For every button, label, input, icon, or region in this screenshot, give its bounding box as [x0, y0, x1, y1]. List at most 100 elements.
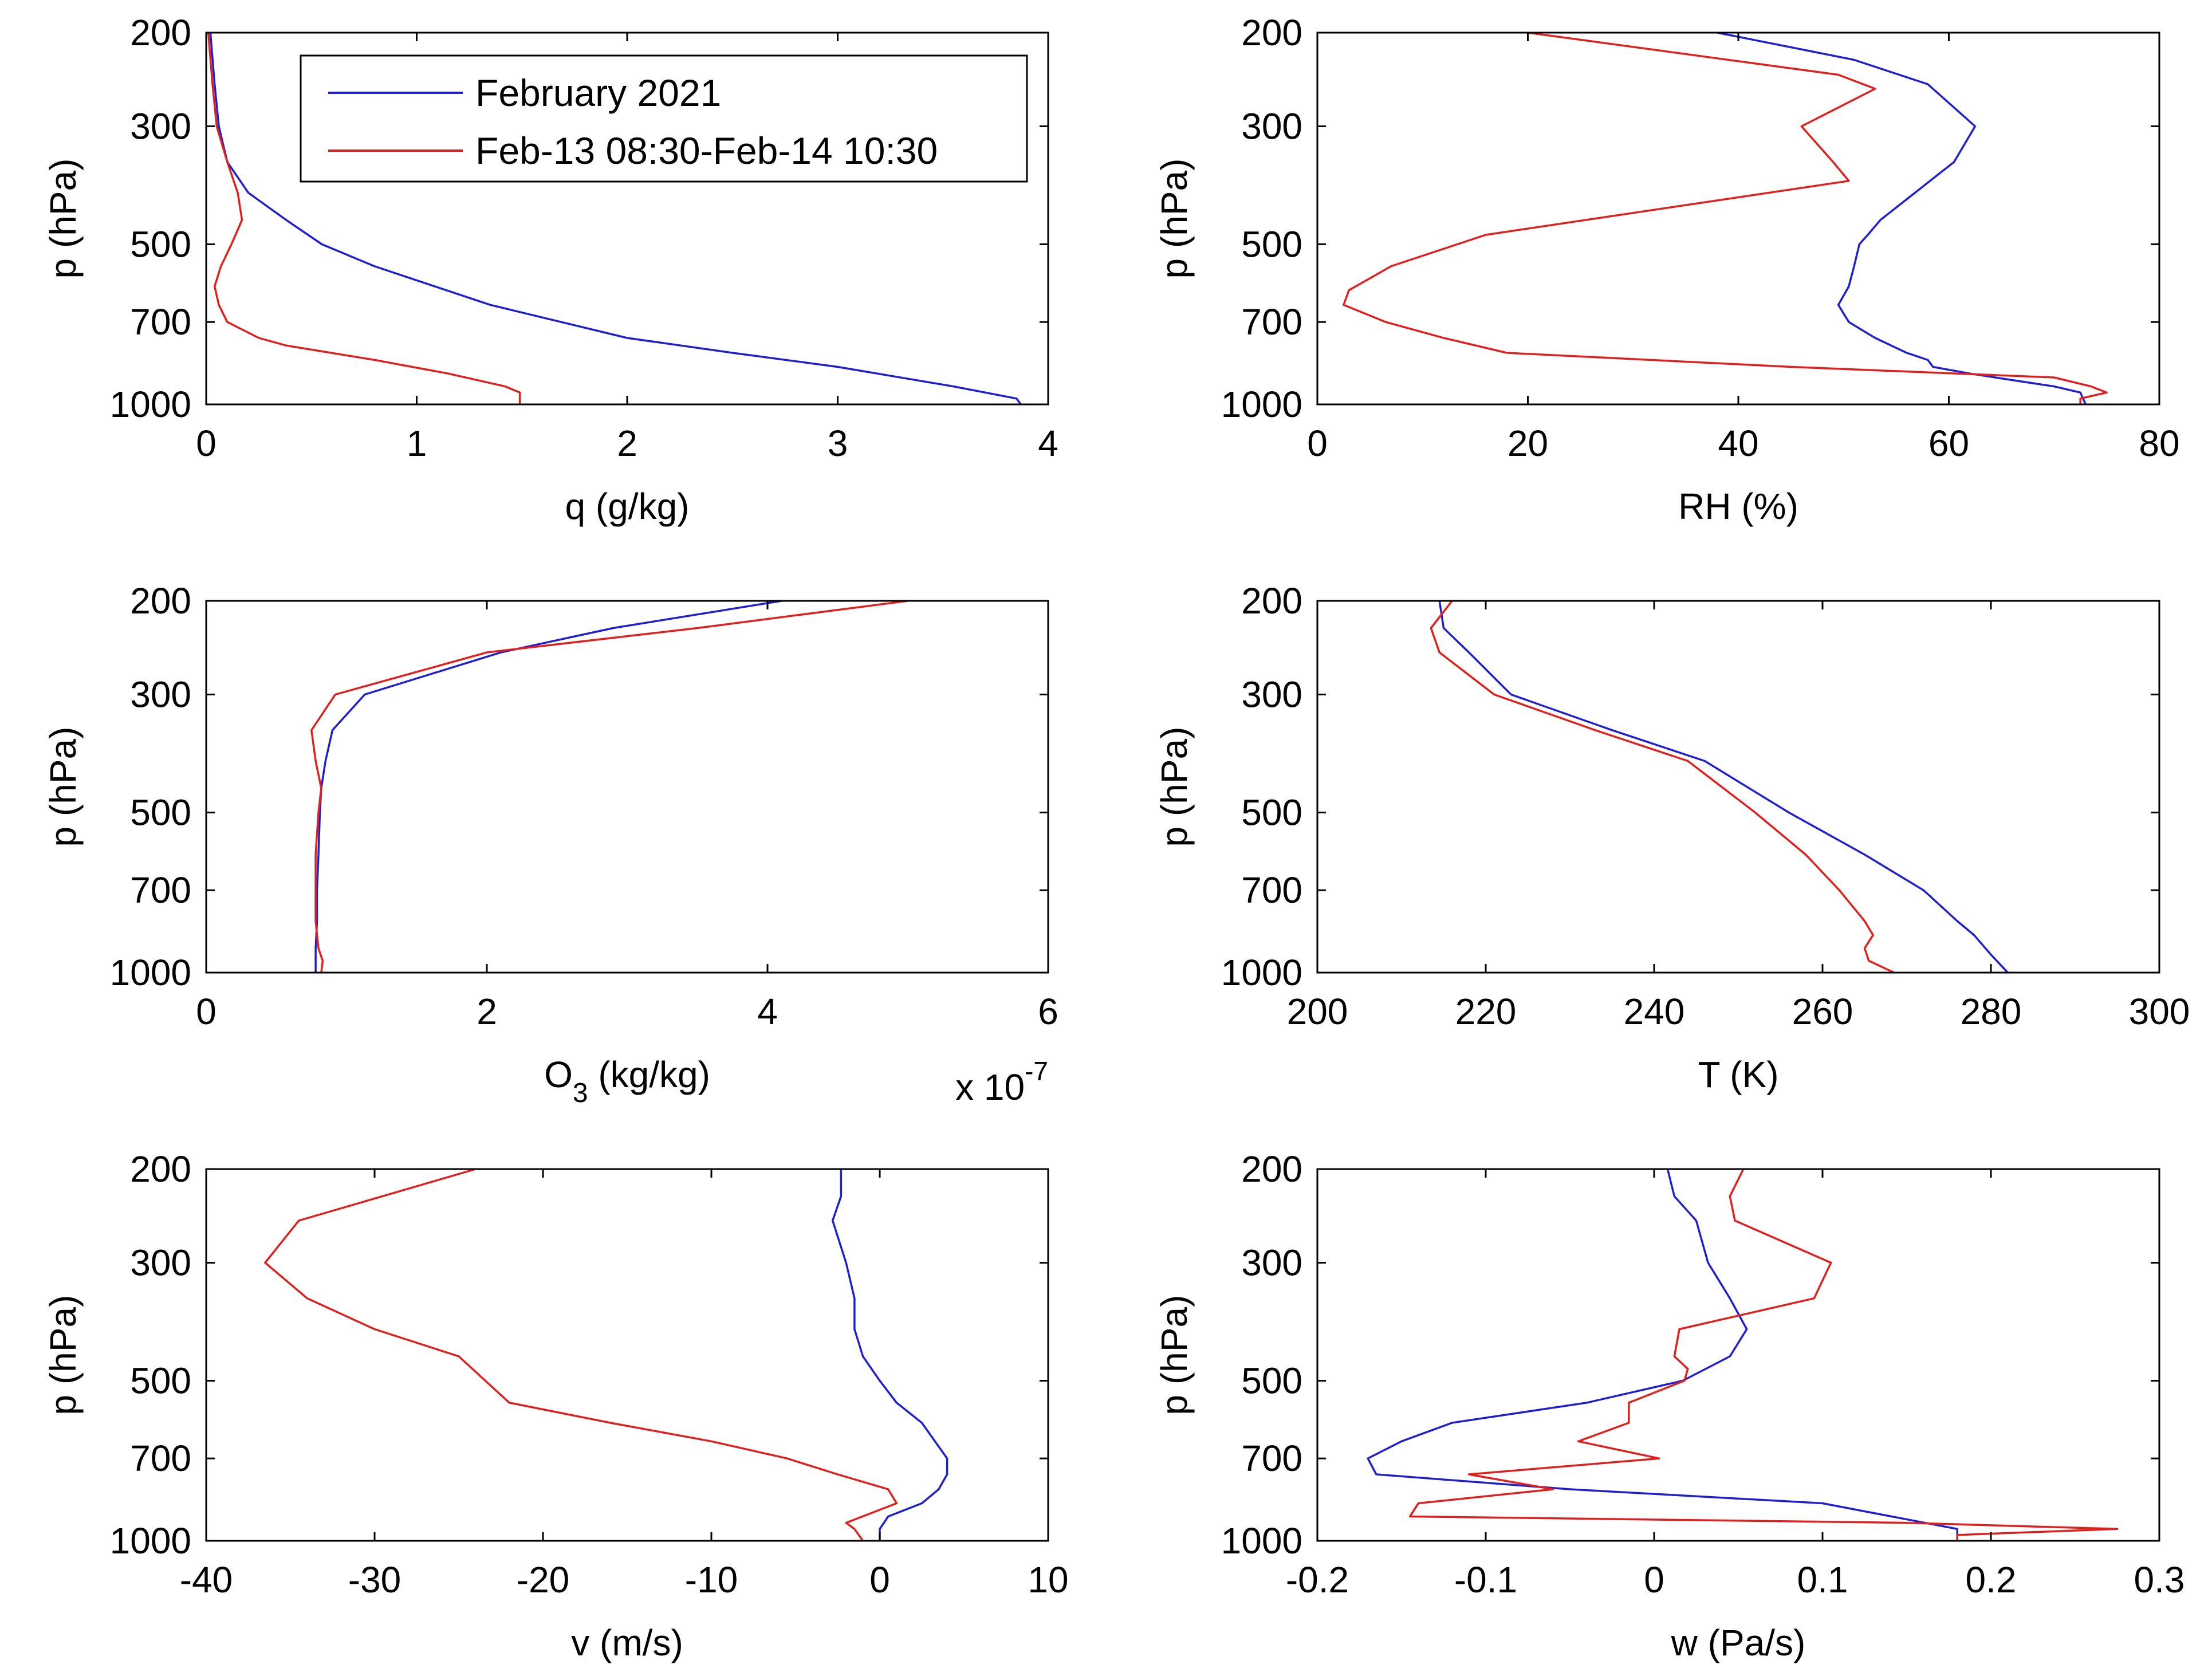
y-tick-label: 1000	[110, 384, 191, 425]
x-tick-label: 6	[1038, 991, 1058, 1032]
legend: February 2021 Feb-13 08:30-Feb-14 10:30	[300, 54, 1028, 183]
y-tick-label: 200	[1241, 12, 1302, 53]
y-axis-label: p (hPa)	[42, 1295, 84, 1415]
series-line-v-event	[264, 1168, 898, 1542]
y-tick-label: 300	[1241, 674, 1302, 715]
y-tick-label: 200	[1241, 580, 1302, 621]
y-axis-label: p (hPa)	[42, 727, 84, 847]
y-tick-label: 1000	[110, 952, 191, 993]
x-axis-label: v (m/s)	[571, 1622, 683, 1663]
y-tick-label: 700	[130, 301, 191, 343]
y-tick-label: 300	[1241, 1242, 1302, 1284]
x-tick-label: 200	[1287, 991, 1348, 1032]
x-tick-label: 40	[1718, 423, 1758, 464]
axes-frame-t	[1316, 600, 2160, 974]
series-line-t-feb2021	[1438, 600, 2009, 974]
x-tick-label: 280	[1961, 991, 2022, 1032]
x-tick-label: 300	[2129, 991, 2190, 1032]
y-axis-label: p (hPa)	[42, 159, 84, 279]
series-line-t-event	[1430, 600, 1895, 974]
legend-box	[300, 54, 1028, 183]
x-tick-label: 0	[196, 423, 217, 464]
y-tick-label: 300	[130, 106, 191, 147]
x-tick-label: -30	[348, 1559, 402, 1600]
x-tick-label: -10	[685, 1559, 738, 1600]
x-tick-label: 220	[1455, 991, 1517, 1032]
x-tick-label: -20	[517, 1559, 570, 1600]
y-tick-label: 500	[130, 1360, 191, 1401]
x-tick-label: 2	[617, 423, 637, 464]
x-tick-label: 1	[407, 423, 427, 464]
x-axis-label: w (Pa/s)	[1671, 1622, 1806, 1663]
x-tick-label: 240	[1624, 991, 1685, 1032]
y-tick-label: 700	[130, 869, 191, 911]
x-tick-label: -0.1	[1454, 1559, 1517, 1600]
series-line-q-feb2021	[209, 32, 1022, 406]
legend-label-feb2021: February 2021	[475, 72, 721, 114]
y-axis-label: p (hPa)	[1154, 159, 1195, 279]
x-axis-exponent: x 10-7	[955, 1056, 1048, 1108]
panel-q: 0 1 2 3 4 200 300 500 700 1000 p (hPa) q (g/kg)	[42, 12, 1058, 527]
legend-label-event: Feb-13 08:30-Feb-14 10:30	[475, 129, 938, 172]
series-line-v-feb2021	[831, 1169, 948, 1541]
x-tick-label: 60	[1928, 423, 1969, 464]
panel-rh: 0 20 40 60 80 200 300 500 700 1000 p (hPa) RH (%)	[1154, 12, 2180, 527]
series-line-o3-event	[310, 600, 908, 973]
y-axis-label: p (hPa)	[1154, 1295, 1195, 1415]
series-line-rh-feb2021	[1717, 32, 2087, 405]
x-tick-label: 4	[757, 991, 778, 1032]
y-tick-label: 200	[130, 580, 191, 621]
x-axis-label: T (K)	[1698, 1054, 1778, 1095]
x-tick-label: 20	[1508, 423, 1548, 464]
y-tick-label: 1000	[110, 1520, 191, 1561]
y-tick-label: 500	[1241, 792, 1302, 833]
y-tick-label: 1000	[1221, 952, 1302, 993]
x-tick-label: 0.1	[1797, 1559, 1848, 1600]
panel-w: -0.2 -0.1 0 0.1 0.2 0.3 200 300 500 700 1000 p (hPa…	[1154, 1148, 2185, 1663]
y-tick-label: 500	[1241, 223, 1302, 265]
x-tick-label: 0	[1307, 423, 1328, 464]
x-tick-label: 4	[1038, 423, 1058, 464]
x-axis-label: RH (%)	[1678, 486, 1798, 527]
panel-t: 200 220 240 260 280 300 200 300 500 700 1000 p (hPa…	[1154, 580, 2190, 1095]
panel-v: -40 -30 -20 -10 0 10 200 300 500 700 1000 p (hPa) v …	[42, 1148, 1069, 1663]
x-tick-label: 0	[869, 1559, 890, 1600]
y-tick-label: 700	[130, 1438, 191, 1479]
y-tick-label: 200	[1241, 1148, 1302, 1190]
x-tick-label: -40	[180, 1559, 233, 1600]
x-tick-label: 80	[2139, 423, 2179, 464]
y-tick-label: 300	[130, 1242, 191, 1284]
x-tick-label: -0.2	[1286, 1559, 1349, 1600]
y-tick-label: 700	[1241, 1438, 1302, 1479]
x-tick-label: 0	[1644, 1559, 1664, 1600]
x-tick-label: 0.2	[1966, 1559, 2017, 1600]
y-tick-label: 700	[1241, 301, 1302, 343]
y-tick-label: 300	[130, 674, 191, 715]
series-line-w-event	[1408, 1168, 2119, 1541]
y-tick-label: 200	[130, 1148, 191, 1190]
y-tick-label: 1000	[1221, 384, 1302, 425]
series-line-q-event	[207, 32, 521, 404]
x-tick-label: 10	[1028, 1559, 1068, 1600]
x-axis-label: O3 (kg/kg)	[544, 1054, 710, 1108]
axes-frame-v	[205, 1168, 1049, 1542]
x-tick-label: 0.3	[2134, 1559, 2185, 1600]
x-tick-label: 3	[828, 423, 848, 464]
series-line-rh-event	[1343, 32, 2108, 404]
series-line-w-feb2021	[1367, 1168, 1958, 1541]
y-tick-label: 300	[1241, 106, 1302, 147]
axes-frame-w	[1316, 1168, 2160, 1542]
axes-frame-o3	[205, 600, 1049, 974]
y-tick-label: 500	[130, 223, 191, 265]
x-tick-label: 2	[477, 991, 497, 1032]
x-tick-label: 0	[196, 991, 217, 1032]
y-tick-label: 200	[130, 12, 191, 53]
y-axis-label: p (hPa)	[1154, 727, 1195, 847]
panel-o3: 0 2 4 6 200 300 500 700 1000 p (hPa) O3 (kg/kg) x 1…	[42, 580, 1058, 1108]
x-axis-label: q (g/kg)	[565, 486, 690, 527]
x-tick-label: 260	[1792, 991, 1853, 1032]
y-tick-label: 500	[1241, 1360, 1302, 1401]
